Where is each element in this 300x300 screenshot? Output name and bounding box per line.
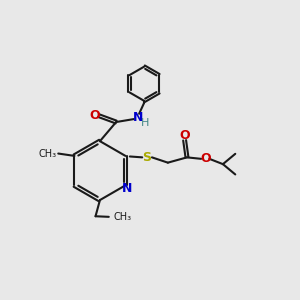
Text: CH₃: CH₃ [39, 148, 57, 158]
Text: N: N [132, 111, 143, 124]
Text: O: O [200, 152, 211, 165]
Text: H: H [141, 118, 149, 128]
Text: O: O [90, 109, 100, 122]
Text: S: S [142, 151, 151, 164]
Text: O: O [179, 129, 190, 142]
Text: CH₃: CH₃ [113, 212, 131, 222]
Text: N: N [122, 182, 132, 195]
